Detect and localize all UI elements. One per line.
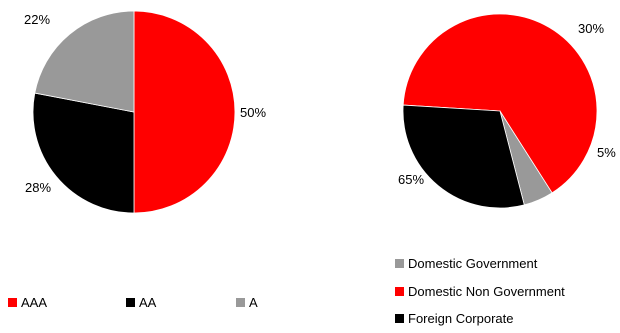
legend-swatch-aa <box>126 298 135 307</box>
legend-swatch-a <box>236 298 245 307</box>
legend-swatch-foreign-corporate <box>395 314 404 324</box>
charts-canvas: 50% 28% 22% 5% 65% 30% <box>24 10 616 214</box>
data-label-a: 22% <box>24 12 50 27</box>
legend-item-foreign-corporate: Foreign Corporate <box>395 305 615 333</box>
pie-slice-aaa <box>133 10 236 214</box>
legend-item-a: A <box>236 295 258 310</box>
legend-label-aa: AA <box>139 295 157 310</box>
legend-swatch-aaa <box>8 298 17 307</box>
legend-label-a: A <box>249 295 258 310</box>
legend-swatch-domestic-non-government <box>395 286 404 296</box>
legend-label-aaa: AAA <box>21 295 48 310</box>
legend-label-domestic-government: Domestic Government <box>408 256 538 272</box>
legend-item-aa: AA <box>126 295 156 310</box>
pie-slice-a <box>34 10 135 113</box>
data-label-foreign-corporate: 30% <box>578 21 604 36</box>
legend-rating: AAA AA A <box>8 295 308 313</box>
legend-item-domestic-non-government: Domestic Non Government <box>395 278 615 306</box>
legend-label-domestic-non-government: Domestic Non Government <box>408 283 565 299</box>
pie-slice-domestic-non-government <box>402 13 598 194</box>
legend-issuer: Domestic Government Domestic Non Governm… <box>395 250 615 333</box>
data-label-aa: 28% <box>25 180 51 195</box>
pie-slice-aa <box>32 92 135 214</box>
legend-item-aaa: AAA <box>8 295 47 310</box>
data-label-domestic-non-government: 65% <box>398 172 424 187</box>
data-label-domestic-government: 5% <box>597 145 616 160</box>
legend-item-domestic-government: Domestic Government <box>395 250 615 278</box>
legend-swatch-domestic-government <box>395 259 404 269</box>
pie-slice-foreign-corporate <box>402 104 525 209</box>
legend-label-foreign-corporate: Foreign Corporate <box>408 311 514 327</box>
data-label-aaa: 50% <box>240 105 266 120</box>
